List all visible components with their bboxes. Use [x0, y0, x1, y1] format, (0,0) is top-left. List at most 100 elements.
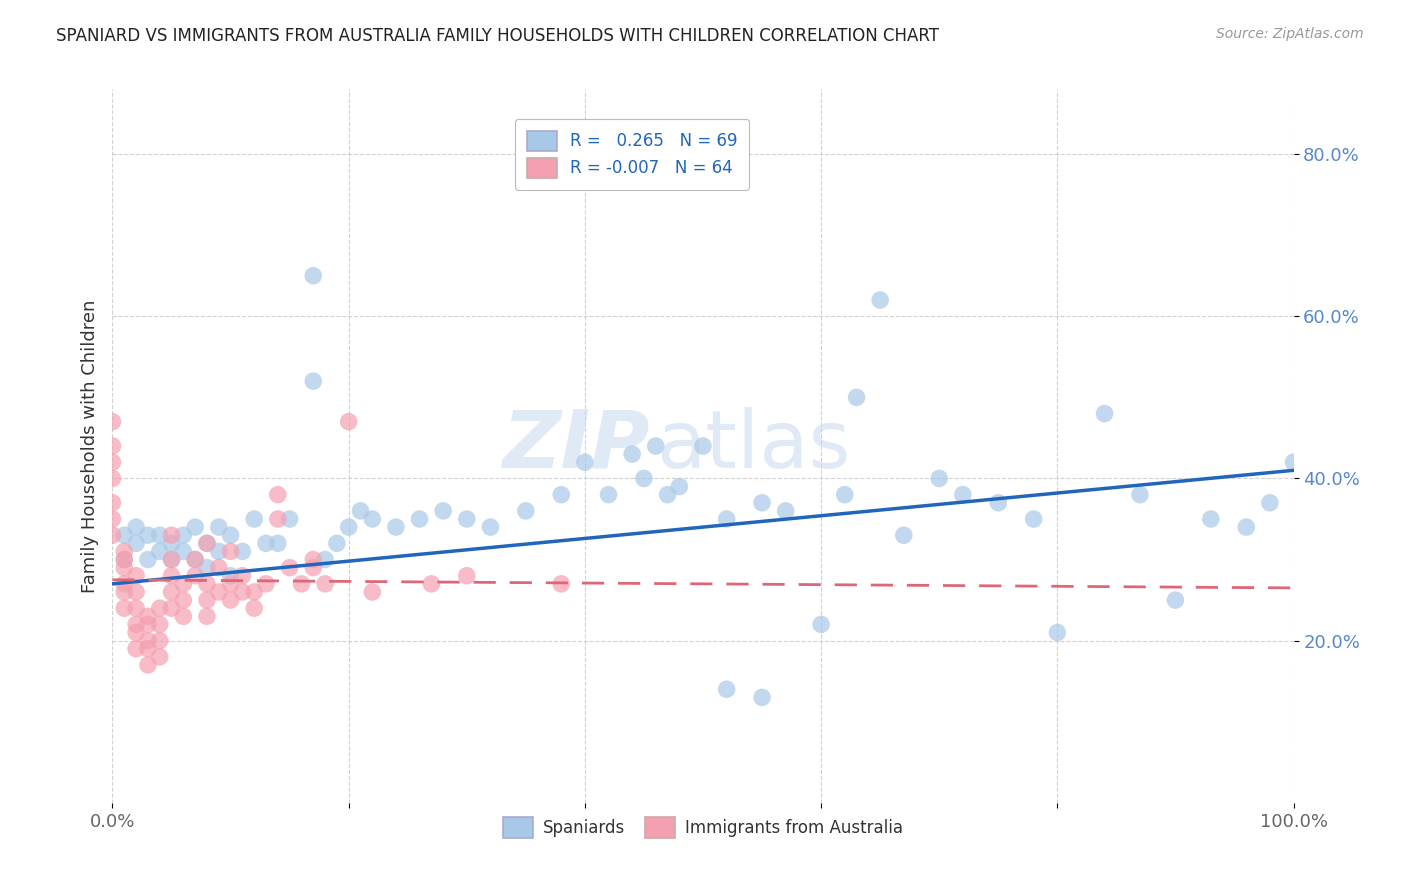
Point: [160, 528, 183, 542]
Point: [112, 577, 135, 591]
Point: [432, 504, 454, 518]
Point: [845, 390, 868, 404]
Point: [160, 552, 183, 566]
Point: [479, 520, 502, 534]
Point: [195, 593, 218, 607]
Point: [267, 512, 290, 526]
Point: [160, 568, 183, 582]
Point: [326, 536, 349, 550]
Point: [149, 528, 172, 542]
Point: [195, 577, 218, 591]
Point: [208, 544, 231, 558]
Point: [278, 512, 301, 526]
Point: [125, 536, 148, 550]
Point: [657, 488, 679, 502]
Point: [1234, 520, 1257, 534]
Point: [278, 560, 301, 574]
Point: [550, 488, 572, 502]
Point: [302, 374, 325, 388]
Point: [928, 471, 950, 485]
Point: [716, 512, 738, 526]
Point: [1164, 593, 1187, 607]
Point: [172, 528, 194, 542]
Point: [716, 682, 738, 697]
Point: [136, 641, 159, 656]
Point: [101, 415, 124, 429]
Point: [125, 601, 148, 615]
Point: [184, 568, 207, 582]
Point: [208, 520, 231, 534]
Point: [456, 568, 478, 582]
Point: [1022, 512, 1045, 526]
Point: [243, 585, 266, 599]
Point: [254, 577, 277, 591]
Point: [101, 439, 124, 453]
Point: [125, 568, 148, 582]
Point: [112, 544, 135, 558]
Point: [136, 528, 159, 542]
Point: [598, 488, 620, 502]
Point: [668, 479, 690, 493]
Point: [1282, 455, 1305, 469]
Point: [869, 293, 891, 307]
Point: [101, 496, 124, 510]
Point: [385, 520, 408, 534]
Point: [219, 528, 242, 542]
Point: [149, 617, 172, 632]
Point: [692, 439, 714, 453]
Point: [267, 488, 290, 502]
Point: [290, 577, 312, 591]
Point: [184, 552, 207, 566]
Point: [172, 544, 194, 558]
Point: [243, 512, 266, 526]
Legend: Spaniards, Immigrants from Australia: Spaniards, Immigrants from Australia: [496, 811, 910, 845]
Point: [1046, 625, 1069, 640]
Point: [952, 488, 974, 502]
Point: [160, 601, 183, 615]
Point: [136, 552, 159, 566]
Point: [172, 609, 194, 624]
Point: [574, 455, 596, 469]
Point: [149, 649, 172, 664]
Point: [337, 520, 360, 534]
Point: [810, 617, 832, 632]
Point: [1258, 496, 1281, 510]
Point: [125, 520, 148, 534]
Point: [184, 552, 207, 566]
Point: [267, 536, 290, 550]
Point: [101, 512, 124, 526]
Point: [125, 625, 148, 640]
Text: atlas: atlas: [655, 407, 851, 485]
Point: [149, 601, 172, 615]
Point: [231, 544, 253, 558]
Point: [219, 577, 242, 591]
Point: [420, 577, 443, 591]
Point: [893, 528, 915, 542]
Point: [361, 512, 384, 526]
Point: [136, 633, 159, 648]
Point: [160, 552, 183, 566]
Point: [302, 268, 325, 283]
Point: [361, 585, 384, 599]
Point: [515, 504, 537, 518]
Text: Source: ZipAtlas.com: Source: ZipAtlas.com: [1216, 27, 1364, 41]
Text: SPANIARD VS IMMIGRANTS FROM AUSTRALIA FAMILY HOUSEHOLDS WITH CHILDREN CORRELATIO: SPANIARD VS IMMIGRANTS FROM AUSTRALIA FA…: [56, 27, 939, 45]
Point: [136, 609, 159, 624]
Point: [112, 585, 135, 599]
Y-axis label: Family Households with Children: Family Households with Children: [80, 300, 98, 592]
Point: [219, 593, 242, 607]
Point: [1199, 512, 1222, 526]
Point: [314, 577, 336, 591]
Point: [195, 536, 218, 550]
Point: [184, 520, 207, 534]
Point: [254, 536, 277, 550]
Point: [408, 512, 430, 526]
Point: [125, 641, 148, 656]
Point: [195, 560, 218, 574]
Point: [751, 690, 773, 705]
Point: [101, 455, 124, 469]
Point: [231, 568, 253, 582]
Point: [149, 633, 172, 648]
Point: [456, 512, 478, 526]
Point: [160, 585, 183, 599]
